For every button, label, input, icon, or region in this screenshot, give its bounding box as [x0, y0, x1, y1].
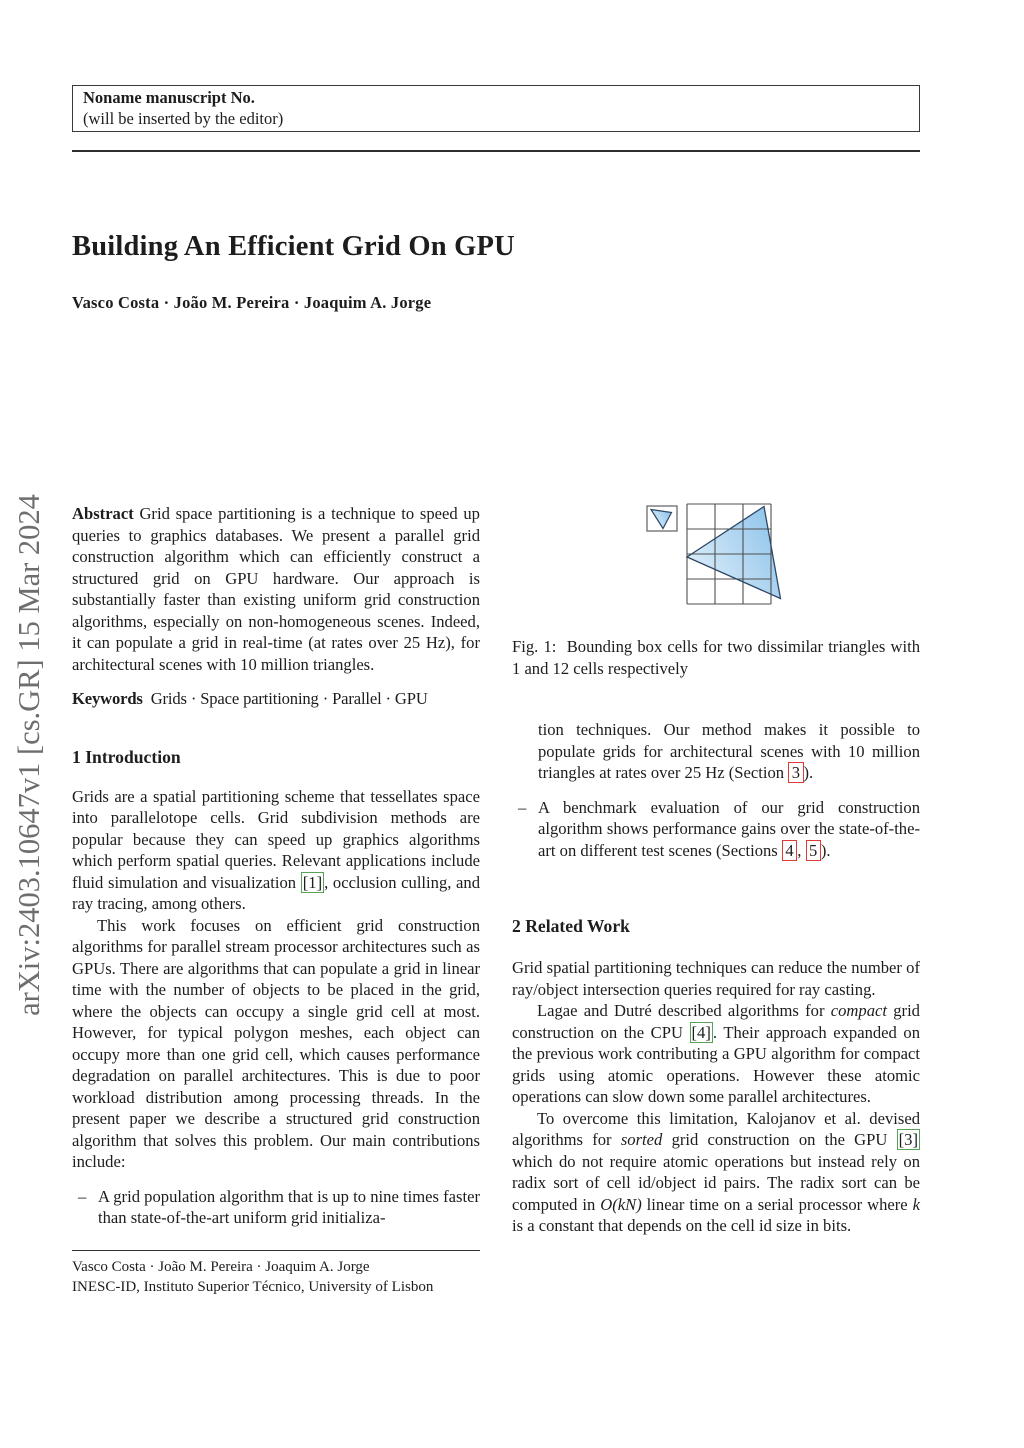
k-variable: k [912, 1194, 920, 1214]
list-dash-marker: – [78, 1186, 87, 1206]
contribution-item-1-continuation: tion techniques. Our method makes it pos… [512, 719, 920, 784]
arxiv-sidebar-label: arXiv:2403.10647v1 [cs.GR] 15 Mar 2024 [12, 494, 46, 1016]
footnote-authors: Vasco Costa · João M. Pereira · Joaquim … [72, 1259, 370, 1275]
related-paragraph-3: To overcome this limitation, Kalojanov e… [512, 1108, 920, 1237]
intro-paragraph-1: Grids are a spatial partitioning scheme … [72, 786, 480, 915]
item1-cont-text-end: ). [803, 763, 814, 782]
contribution-item-1-text: A grid population algorithm that is up t… [98, 1186, 480, 1228]
abstract-paragraph: Abstract Grid space partitioning is a te… [72, 503, 480, 675]
keywords-label: Keywords [72, 689, 143, 708]
section-heading-related-work: 2 Related Work [512, 916, 630, 936]
list-dash-marker: – [518, 797, 527, 817]
contribution-item-2: – A benchmark evaluation of our grid con… [512, 797, 920, 862]
right-column: Fig. 1: Bounding box cells for two dissi… [512, 503, 920, 1237]
keywords-text: Grids · Space partitioning · Parallel · … [150, 689, 428, 708]
related-p2-text-end: . Their approach expanded on the previou… [512, 1022, 920, 1107]
section-4-link[interactable]: 4 [781, 839, 798, 861]
authors-line: Vasco Costa · João M. Pereira · Joaquim … [72, 293, 432, 312]
figure-1 [646, 503, 786, 609]
footnote-block: Vasco Costa · João M. Pereira · Joaquim … [72, 1250, 480, 1297]
citation-link-4[interactable]: [4] [689, 1021, 713, 1043]
sorted-emphasis: sorted [620, 1130, 663, 1149]
item1-cont-text: tion techniques. Our method makes it pos… [538, 720, 920, 782]
section-5-link[interactable]: 5 [805, 839, 821, 861]
related-p3-text: To overcome this limitation, Kalojanov e… [512, 1108, 920, 1150]
footnote-affiliation: INESC-ID, Instituto Superior Técnico, Un… [72, 1278, 434, 1295]
large-triangle-outline [685, 505, 782, 600]
related-p3-text-mid: grid construction on the GPU [662, 1130, 897, 1149]
manuscript-no-line: Noname manuscript No. [83, 88, 255, 107]
related-paragraph-2: Lagae and Dutré described algorithms for… [512, 1000, 920, 1108]
abstract-label: Abstract [72, 504, 134, 523]
header-rule [72, 150, 920, 152]
compact-emphasis: compact [830, 1001, 887, 1020]
related-p2-text-mid: grid construction on the CPU [512, 1001, 920, 1042]
contribution-item-2-text: A benchmark evaluation of our grid const… [538, 797, 920, 860]
left-column: Abstract Grid space partitioning is a te… [72, 503, 480, 1295]
abstract-text: Grid space partitioning is a technique t… [72, 504, 480, 674]
figure-1-caption: Fig. 1: Bounding box cells for two dissi… [512, 636, 920, 679]
figure-1-caption-text: Bounding box cells for two dissimilar tr… [512, 637, 920, 678]
section-3-link[interactable]: 3 [788, 762, 804, 783]
manuscript-header-box: Noname manuscript No. (will be inserted … [72, 85, 920, 132]
intro-p1-text: Grids are a spatial partitioning scheme … [72, 786, 480, 892]
editor-note-line: (will be inserted by the editor) [83, 108, 284, 128]
figure-1-caption-label: Fig. 1: [512, 637, 557, 656]
figure-1-graphic [646, 503, 782, 605]
keywords-line: Keywords Grids · Space partitioning · Pa… [72, 688, 480, 710]
section-heading-introduction: 1 Introduction [72, 746, 181, 767]
page-title: Building An Efficient Grid On GPU [72, 231, 515, 262]
related-paragraph-1: Grid spatial partitioning techniques can… [512, 958, 920, 999]
citation-link-3[interactable]: [3] [896, 1129, 920, 1150]
complexity-formula: O(kN) [600, 1194, 642, 1214]
item2-separator: , [797, 840, 806, 860]
intro-p1-text-end: , occlusion culling, and ray tracing, am… [72, 872, 480, 914]
related-p3-text-mid3: linear time on a serial processor where [641, 1194, 913, 1214]
small-triangle [649, 508, 673, 530]
citation-link-1[interactable]: [1] [300, 871, 325, 893]
related-p2-text: Lagae and Dutré described algorithms for [537, 1001, 831, 1020]
two-column-body: Abstract Grid space partitioning is a te… [72, 503, 920, 1295]
intro-paragraph-2: This work focuses on efficient grid cons… [72, 915, 480, 1172]
contribution-item-1: – A grid population algorithm that is up… [72, 1186, 480, 1229]
contribution-item-2-text-end: ). [820, 840, 831, 860]
related-p3-text-mid2: which do not require atomic operations b… [512, 1151, 920, 1214]
related-p3-text-end: is a constant that depends on the cell i… [512, 1216, 852, 1235]
